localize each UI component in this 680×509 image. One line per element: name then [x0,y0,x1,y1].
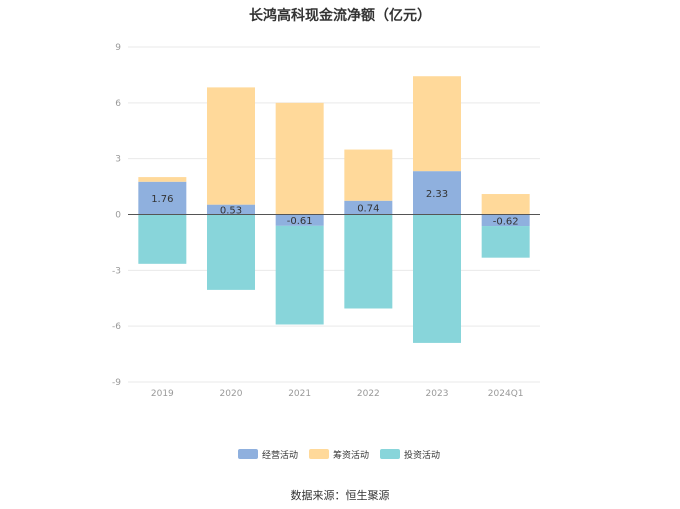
data-label: -0.61 [287,216,313,227]
y-axis-ticks: 9 6 3 0 -3 -6 -9 [112,43,121,388]
bar-financing-2021 [275,102,324,215]
x-tick-label: 2022 [357,389,380,399]
bar-investing-2023 [413,214,461,343]
bar-financing-2019 [138,177,187,182]
bars [138,76,530,343]
y-tick-label: 3 [115,155,121,165]
data-label: 0.53 [220,206,242,217]
legend-label-financing: 筹资活动 [333,449,369,461]
data-labels: 1.76 0.53 -0.61 0.74 2.33 -0.62 [151,189,518,227]
legend: 经营活动 筹资活动 投资活动 [238,449,440,461]
bar-investing-2024Q1 [481,226,530,258]
data-label: 2.33 [426,189,448,200]
legend-label-operating: 经营活动 [262,449,298,461]
y-tick-label: 6 [115,99,121,109]
y-tick-label: -9 [112,378,121,388]
source-note: 数据来源：恒生聚源 [290,489,390,502]
x-tick-label: 2019 [151,389,174,399]
bar-operating-2024Q1 [481,214,530,227]
bar-investing-2021 [275,225,324,325]
grid-lines [128,46,540,383]
bar-investing-2019 [138,214,187,264]
y-tick-label: 0 [115,211,121,221]
x-tick-label: 2024Q1 [488,389,524,399]
x-tick-label: 2021 [288,389,311,399]
y-tick-label: -6 [112,322,121,332]
x-axis-ticks: 2019 2020 2021 2022 2023 2024Q1 [151,389,524,399]
x-tick-label: 2023 [426,389,449,399]
bar-investing-2022 [344,214,393,309]
y-tick-label: -3 [112,266,121,276]
legend-label-investing: 投资活动 [404,449,440,461]
bar-financing-2023 [413,76,461,172]
bar-operating-2021 [275,214,324,226]
data-label: 1.76 [151,194,173,205]
bar-operating-2022 [344,200,393,215]
data-label: -0.62 [493,216,519,227]
bar-financing-2022 [344,149,393,201]
legend-swatch-financing [309,449,329,459]
chart-title: 长鸿高科现金流净额（亿元） [249,8,431,24]
bar-financing-2020 [207,87,255,205]
bar-financing-2024Q1 [481,194,530,215]
bar-operating-2020 [207,204,255,215]
bar-operating-2019 [138,181,187,215]
legend-swatch-investing [380,449,400,459]
bar-investing-2020 [207,214,255,290]
x-tick-label: 2020 [220,389,243,399]
legend-swatch-operating [238,449,258,459]
bar-operating-2023 [413,171,461,215]
y-tick-label: 9 [115,43,121,53]
data-label: 0.74 [357,204,379,215]
